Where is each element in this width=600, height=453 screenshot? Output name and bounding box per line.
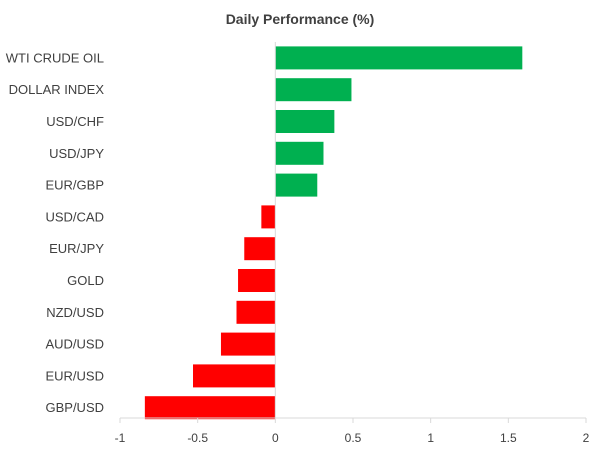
x-tick-label: 2 <box>583 431 590 445</box>
bar-eur-gbp <box>275 173 318 197</box>
bar-usd-chf <box>275 110 335 133</box>
category-label: NZD/USD <box>46 305 104 320</box>
x-tick-label: 0 <box>272 431 279 445</box>
bar-usd-jpy <box>275 141 324 165</box>
category-label: USD/JPY <box>49 146 104 161</box>
category-label: GOLD <box>67 273 104 288</box>
category-label: EUR/JPY <box>49 241 104 256</box>
x-tick-label: 1.5 <box>500 431 517 445</box>
bar-usd-cad <box>261 205 276 229</box>
bar-eur-usd <box>193 364 276 388</box>
category-label: GBP/USD <box>45 400 104 415</box>
x-tick-label: -0.5 <box>187 431 208 445</box>
category-label: DOLLAR INDEX <box>9 82 105 97</box>
bar-gbp-usd <box>144 396 276 420</box>
bar-aud-usd <box>220 332 276 356</box>
bars-group <box>144 46 523 420</box>
bar-eur-jpy <box>244 237 276 261</box>
category-label: EUR/USD <box>45 368 104 383</box>
x-tick-label: 0.5 <box>345 431 362 445</box>
x-axis: -1 -0.5 0 0.5 1 1.5 2 <box>115 42 590 445</box>
x-tick-label: -1 <box>115 431 126 445</box>
bar-dollar-index <box>275 78 352 102</box>
category-label: EUR/GBP <box>45 178 104 193</box>
category-label: AUD/USD <box>45 337 104 352</box>
category-label: USD/CAD <box>45 209 104 224</box>
bar-nzd-usd <box>236 300 276 324</box>
category-label: USD/CHF <box>46 114 104 129</box>
x-tick-label: 1 <box>427 431 434 445</box>
bar-wti-crude-oil <box>275 46 523 70</box>
chart-title: Daily Performance (%) <box>226 11 375 27</box>
bar-gold <box>238 269 276 292</box>
category-labels: WTI CRUDE OIL DOLLAR INDEX USD/CHF USD/JPY E… <box>6 50 105 415</box>
category-label: WTI CRUDE OIL <box>6 50 104 65</box>
